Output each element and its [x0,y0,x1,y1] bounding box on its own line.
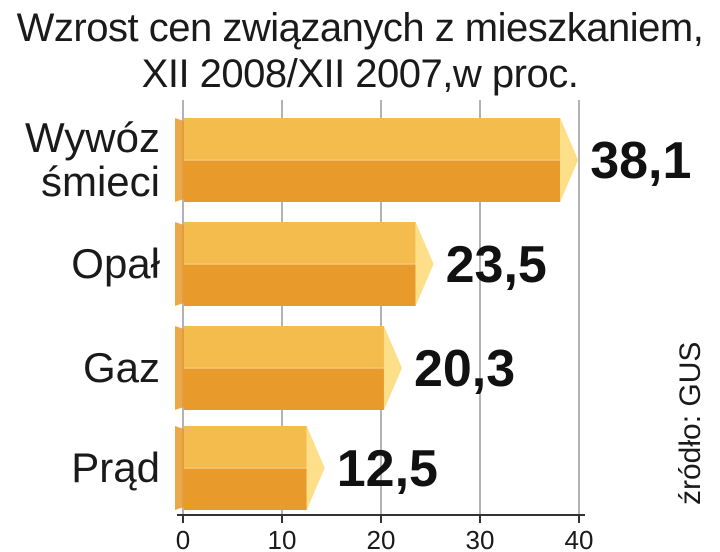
category-label-2-0: Gaz [83,344,160,391]
bar-tip-0 [560,118,579,202]
category-label-0-1: śmieci [41,158,160,205]
value-label-2: 20,3 [414,340,515,398]
bar-bevel-1 [175,222,184,306]
value-label-1: 23,5 [446,236,547,294]
bar-bevel-0 [175,118,184,202]
x-tick-label-40: 40 [565,525,594,552]
bar-bevel-3 [175,426,184,510]
bar-tip-2 [383,326,402,410]
x-tick-label-20: 20 [367,525,396,552]
bar-tip-3 [306,426,325,510]
category-label-0-0: Wywóz [25,114,160,161]
x-tick-label-0: 0 [176,525,190,552]
bar-tip-1 [415,222,434,306]
value-label-0: 38,1 [590,132,691,190]
category-label-3-0: Prąd [71,444,160,491]
chart-subtitle: XII 2008/XII 2007,w proc. [141,52,579,96]
category-label-1-0: Opał [71,240,160,287]
x-tick-label-10: 10 [268,525,297,552]
x-tick-label-30: 30 [466,525,495,552]
value-label-3: 12,5 [337,440,438,498]
chart-title: Wzrost cen związanych z mieszkaniem, [16,6,704,50]
bar-bevel-2 [175,326,184,410]
source-label: źródło: GUS [674,342,707,505]
